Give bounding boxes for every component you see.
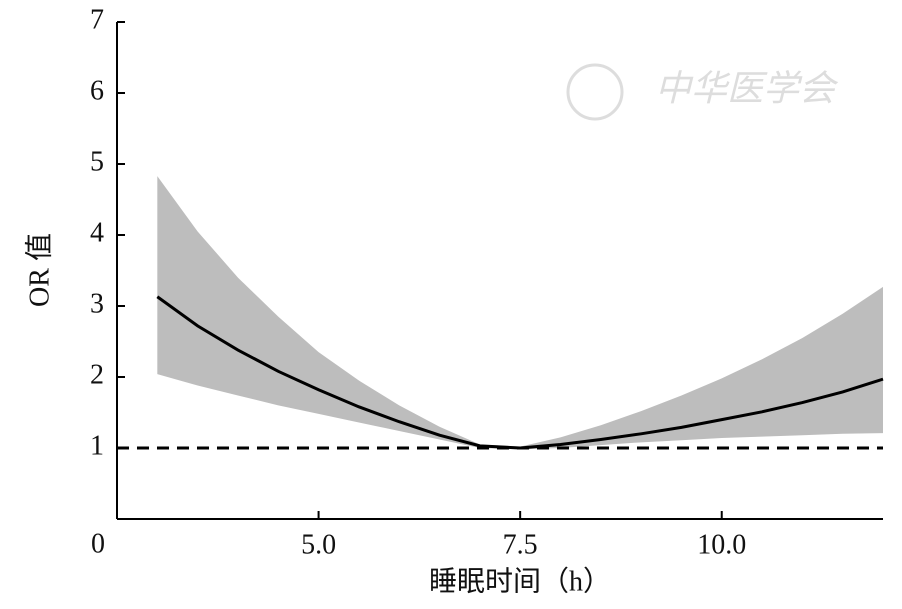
y-tick-label: 3 [90, 288, 104, 319]
x-tick-label: 7.5 [503, 529, 538, 560]
y-tick-label: 2 [90, 359, 104, 390]
y-axis-label: OR 值 [23, 233, 55, 307]
line [156, 295, 884, 450]
y-tick-label: 0 [91, 528, 105, 559]
x-tick-label: 5.0 [301, 529, 336, 560]
x-tick-label: 10.0 [697, 529, 746, 560]
y-tick-label: 7 [90, 4, 104, 35]
x-axis-label: 睡眠时间（h） [429, 565, 611, 597]
y-tick-label: 1 [90, 430, 104, 461]
watermark-emblem [566, 63, 624, 121]
watermark: 中华医学会 [655, 68, 839, 108]
y-tick-label: 4 [90, 217, 104, 248]
confidence-band [157, 176, 883, 450]
y-tick-label: 6 [90, 75, 104, 106]
y-tick-label: 5 [90, 146, 104, 177]
